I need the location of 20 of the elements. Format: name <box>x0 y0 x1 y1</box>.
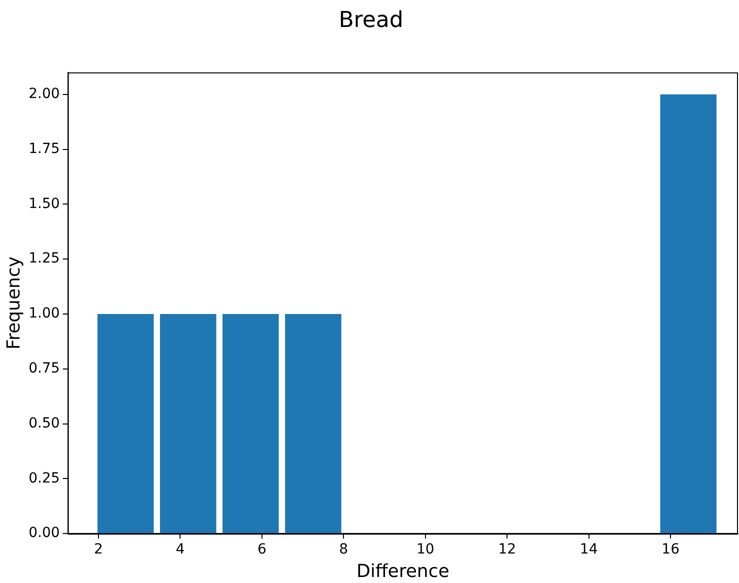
y-tick-label: 0.25 <box>28 470 60 486</box>
y-tick-label: 0.50 <box>28 415 60 432</box>
x-tick-label: 8 <box>339 542 348 558</box>
y-tick-label: 1.00 <box>28 306 60 322</box>
x-tick-label: 6 <box>257 542 266 558</box>
y-tick-label: 2.00 <box>28 86 60 102</box>
y-tick-label: 1.50 <box>28 196 60 212</box>
x-tick-label: 14 <box>580 542 598 558</box>
x-tick-label: 2 <box>94 542 103 558</box>
x-tick-label: 4 <box>176 542 185 558</box>
y-tick-label: 0.75 <box>28 360 60 377</box>
y-tick-label: 1.25 <box>28 250 60 267</box>
x-tick-label: 10 <box>416 542 434 558</box>
x-axis-title: Difference <box>356 560 450 582</box>
x-tick-label: 12 <box>498 542 516 558</box>
y-axis-title: Frequency <box>3 256 24 350</box>
y-tick-label: 1.75 <box>28 140 60 157</box>
chart-title: Bread <box>338 8 404 33</box>
x-tick-label: 16 <box>662 542 680 558</box>
y-tick-label: 0.00 <box>28 525 60 542</box>
